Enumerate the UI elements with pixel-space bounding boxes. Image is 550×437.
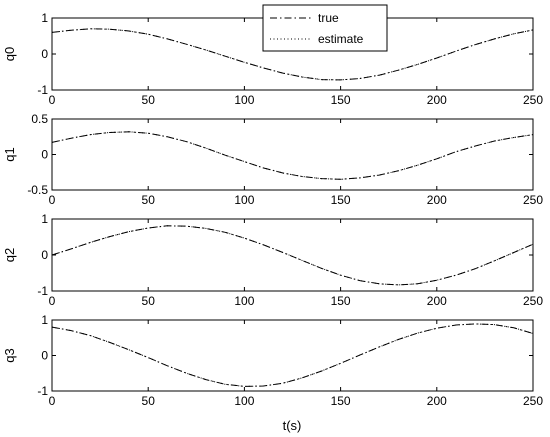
y-axis-label-q0: q0 — [2, 47, 17, 61]
y-tick-label: 1 — [41, 11, 48, 25]
x-tick-label: 50 — [142, 294, 156, 308]
x-tick-label: 250 — [523, 394, 543, 408]
y-tick-label: -0.5 — [27, 183, 48, 197]
x-tick-label: 150 — [331, 394, 351, 408]
x-tick-label: 200 — [427, 394, 447, 408]
x-tick-label: 150 — [331, 294, 351, 308]
legend-box — [262, 4, 388, 52]
series-line-true — [51, 28, 534, 81]
series-line-estimate — [51, 131, 534, 180]
subplot-q1: 0 50 100 150 200 250-0.500.5q1 — [2, 112, 543, 207]
y-tick-label: 0 — [41, 248, 48, 262]
y-axis-label-q2: q2 — [2, 248, 17, 262]
y-tick-label: -1 — [37, 284, 48, 298]
x-tick-label: 100 — [234, 294, 254, 308]
y-tick-label: 0.5 — [31, 112, 48, 126]
series-line-estimate — [51, 323, 534, 387]
x-tick-label: 50 — [142, 394, 156, 408]
x-tick-label: 250 — [523, 193, 543, 207]
x-axis-label: t(s) — [283, 418, 302, 433]
y-tick-label: 1 — [41, 212, 48, 226]
x-tick-label: 150 — [331, 193, 351, 207]
axes-frame — [51, 118, 534, 191]
x-tick-label: 250 — [523, 93, 543, 107]
x-tick-label: 100 — [234, 93, 254, 107]
x-tick-label: 50 — [142, 93, 156, 107]
series-line-estimate — [51, 225, 534, 286]
legend: true estimate — [262, 4, 388, 52]
axes-frame — [51, 319, 534, 392]
x-tick-label: 100 — [234, 193, 254, 207]
x-tick-label: 200 — [427, 294, 447, 308]
x-tick-label: 250 — [523, 294, 543, 308]
x-tick-label: 200 — [427, 193, 447, 207]
series-line-estimate — [51, 28, 534, 81]
x-tick-label: 0 — [49, 93, 56, 107]
axes-frame — [51, 218, 534, 292]
legend-label-estimate: estimate — [318, 32, 364, 46]
y-tick-label: 0 — [41, 47, 48, 61]
series-line-true — [51, 131, 534, 180]
x-tick-label: 200 — [427, 93, 447, 107]
y-tick-label: 1 — [41, 313, 48, 327]
y-axis-label-q3: q3 — [2, 348, 17, 362]
y-tick-label: 0 — [41, 148, 48, 162]
y-tick-label: -1 — [37, 83, 48, 97]
x-tick-label: 100 — [234, 394, 254, 408]
y-tick-label: 0 — [41, 349, 48, 363]
x-tick-label: 0 — [49, 193, 56, 207]
y-axis-label-q1: q1 — [2, 147, 17, 161]
y-tick-label: -1 — [37, 384, 48, 398]
x-tick-label: 0 — [49, 294, 56, 308]
x-tick-label: 150 — [331, 93, 351, 107]
x-tick-label: 50 — [142, 193, 156, 207]
legend-label-true: true — [318, 11, 339, 25]
x-tick-label: 0 — [49, 394, 56, 408]
